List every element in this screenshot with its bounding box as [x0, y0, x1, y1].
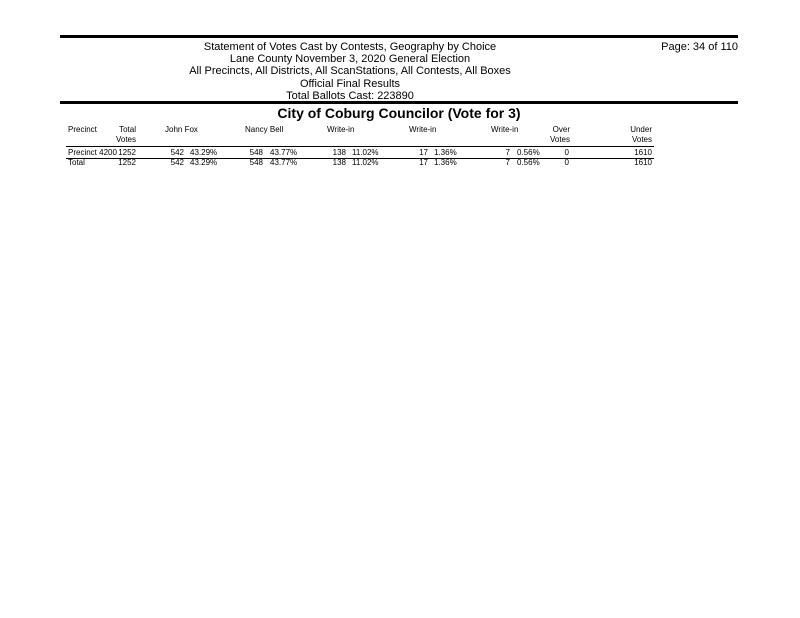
cell-total: 1252 [118, 148, 136, 157]
cell-total: 1252 [118, 158, 136, 167]
cell-c5: 7 [505, 158, 510, 167]
cell-p2: 43.77% [270, 158, 298, 167]
cell-p3: 11.02% [352, 148, 379, 157]
header-line: Lane County November 3, 2020 General Ele… [229, 53, 471, 66]
cell-p5: 0.56% [517, 158, 540, 167]
cell-c3: 138 [332, 158, 346, 167]
col-precinct: Precinct [68, 125, 97, 134]
cell-precinct: Precinct 4200 [68, 148, 117, 157]
cell-p1: 43.29% [190, 148, 218, 157]
cell-c4: 17 [419, 148, 428, 157]
contest-title: City of Coburg Councilor (Vote for 3) [277, 105, 521, 121]
col-write-in: Write-in [327, 125, 355, 134]
cell-p5: 0.56% [517, 148, 540, 157]
cell-c2: 548 [249, 148, 263, 157]
page-number: Page: 34 of 110 [661, 41, 738, 53]
cell-p4: 1.36% [434, 148, 457, 157]
cell-over: 0 [564, 148, 569, 157]
cell-p4: 1.36% [434, 158, 457, 167]
col-over-votes: Over Votes [549, 125, 570, 144]
cell-under: 1610 [634, 158, 652, 167]
row-underline [66, 158, 654, 159]
cell-c2: 548 [249, 158, 263, 167]
col-nancy-bell: Nancy Bell [245, 125, 284, 134]
col-write-in: Write-in [409, 125, 437, 134]
cell-c1: 542 [170, 148, 184, 157]
col-john-fox: John Fox [165, 125, 198, 134]
header-underline [66, 146, 654, 147]
top-rule [60, 35, 738, 38]
header-line: Official Final Results [299, 77, 401, 90]
report-header: Statement of Votes Cast by Contests, Geo… [150, 41, 550, 102]
header-line: Statement of Votes Cast by Contests, Geo… [203, 41, 497, 53]
header-line: Total Ballots Cast: 223890 [286, 89, 414, 102]
cell-p2: 43.77% [270, 148, 298, 157]
cell-c1: 542 [170, 158, 184, 167]
cell-c5: 7 [505, 148, 510, 157]
cell-p3: 11.02% [352, 158, 379, 167]
col-under-votes: Under Votes [630, 125, 652, 144]
cell-c4: 17 [419, 158, 428, 167]
col-total-votes: Total Votes [115, 125, 136, 144]
cell-over: 0 [564, 158, 569, 167]
header-rule [60, 101, 738, 104]
cell-precinct: Total [68, 158, 85, 167]
col-write-in: Write-in [491, 125, 519, 134]
header-line: All Precincts, All Districts, All ScanSt… [189, 65, 511, 78]
cell-p1: 43.29% [190, 158, 218, 167]
cell-c3: 138 [332, 148, 346, 157]
cell-under: 1610 [634, 148, 652, 157]
